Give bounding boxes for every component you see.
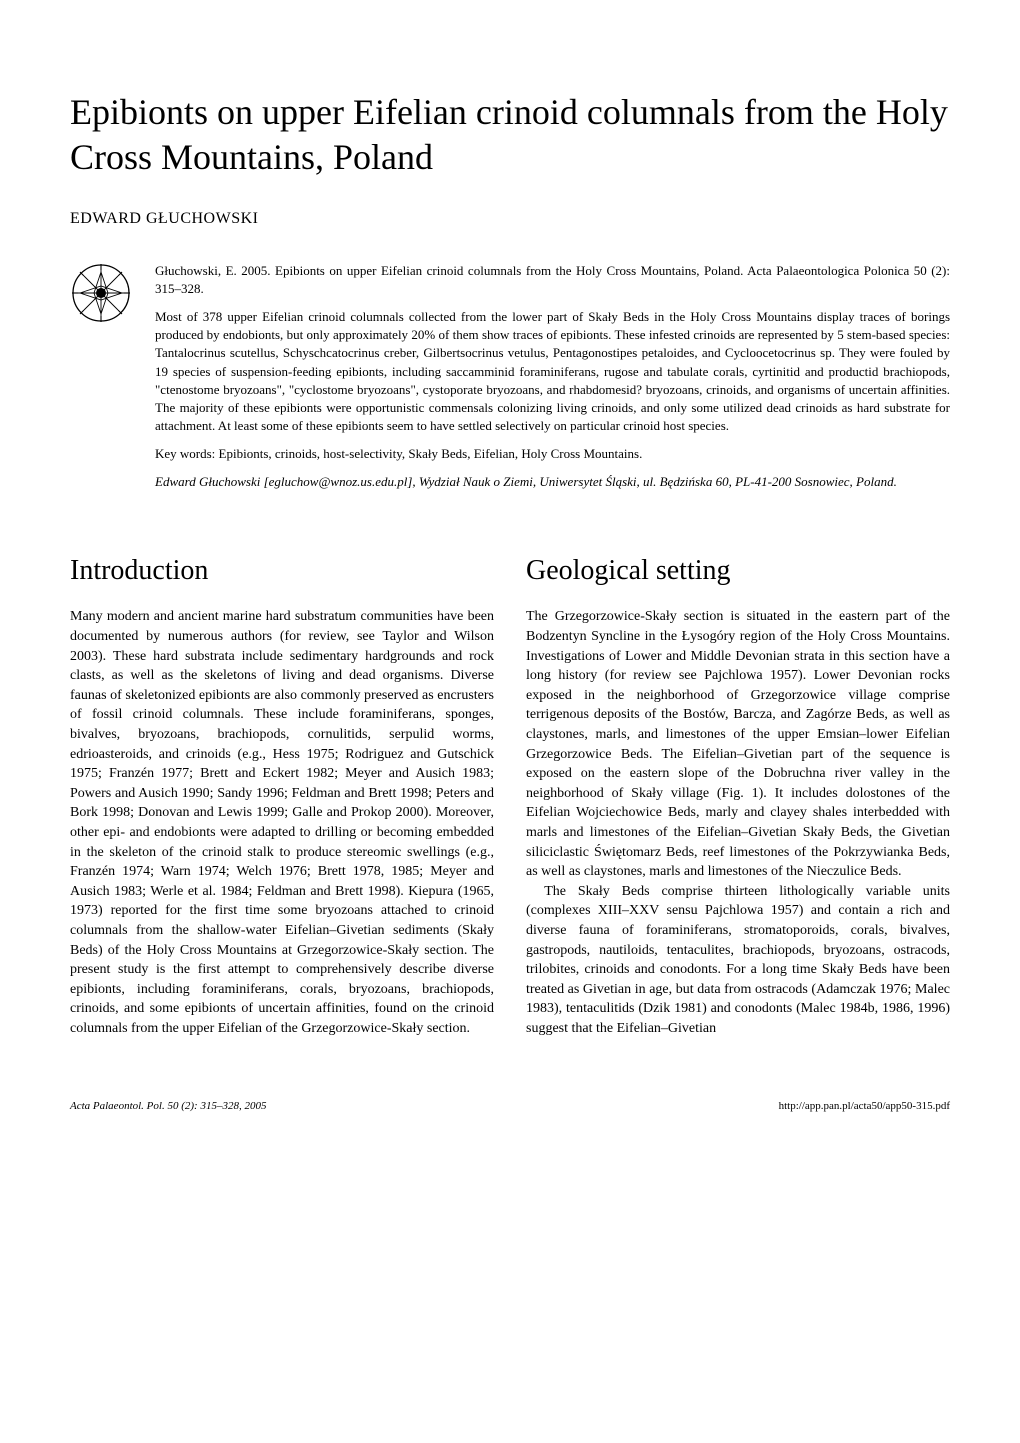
main-columns: Introduction Many modern and ancient mar…	[70, 552, 950, 1039]
page-footer: Acta Palaeontol. Pol. 50 (2): 315–328, 2…	[70, 1099, 950, 1114]
left-column: Introduction Many modern and ancient mar…	[70, 552, 494, 1039]
right-column: Geological setting The Grzegorzowice-Ska…	[526, 552, 950, 1039]
article-title: Epibionts on upper Eifelian crinoid colu…	[70, 90, 950, 180]
abstract-body: Most of 378 upper Eifelian crinoid colum…	[155, 308, 950, 435]
logo-column	[70, 262, 135, 502]
geological-setting-heading: Geological setting	[526, 552, 950, 590]
keywords: Key words: Epibionts, crinoids, host-sel…	[155, 445, 950, 463]
abstract-block: Głuchowski, E. 2005. Epibionts on upper …	[70, 262, 950, 502]
journal-logo-icon	[70, 262, 132, 324]
author-affiliation: Edward Głuchowski [egluchow@wnoz.us.edu.…	[155, 473, 950, 491]
geological-body-p1: The Grzegorzowice-Skały section is situa…	[526, 607, 950, 881]
introduction-heading: Introduction	[70, 552, 494, 590]
citation: Głuchowski, E. 2005. Epibionts on upper …	[155, 262, 950, 298]
author-name: EDWARD GŁUCHOWSKI	[70, 208, 950, 230]
footer-right-url: http://app.pan.pl/acta50/app50-315.pdf	[779, 1099, 950, 1114]
footer-left: Acta Palaeontol. Pol. 50 (2): 315–328, 2…	[70, 1099, 266, 1114]
introduction-body: Many modern and ancient marine hard subs…	[70, 607, 494, 1038]
geological-body-p2: The Skały Beds comprise thirteen litholo…	[526, 882, 950, 1039]
abstract-text: Głuchowski, E. 2005. Epibionts on upper …	[155, 262, 950, 502]
